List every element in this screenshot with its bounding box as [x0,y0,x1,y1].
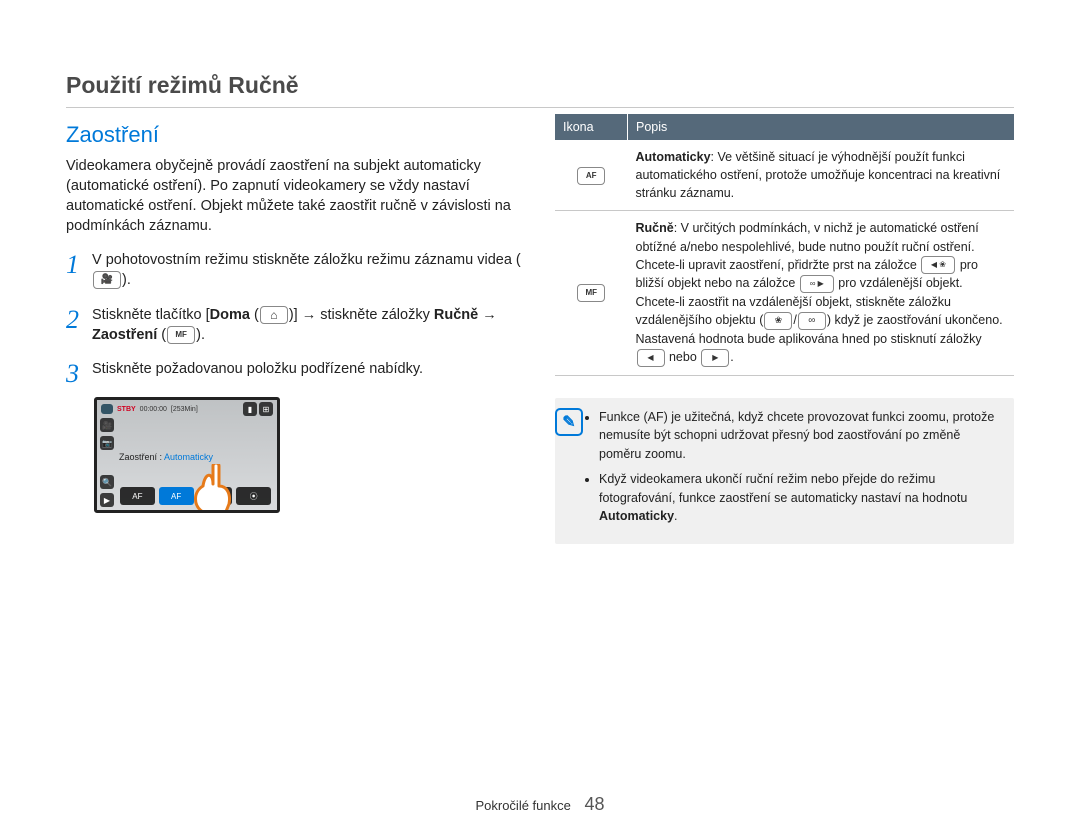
time-text: 00:00:00 [140,406,167,413]
left-column: Zaostření Videokamera obyčejně provádí z… [66,114,525,513]
table-row: Ručně: V určitých podmínkách, v nichž je… [555,211,1014,375]
flower-icon [764,312,792,330]
intro-text: Videokamera obyčejně provádí zaostření n… [66,156,525,236]
row-title: Ručně [636,221,674,235]
card-icon [101,404,113,414]
step-body: Stiskněte požadovanou položku podřízené … [92,359,423,387]
photo-icon: 📷 [100,436,114,450]
zoom-icon: 🔍 [100,475,114,489]
step-number: 2 [66,305,82,346]
lcd-btn: AF [120,487,155,505]
note-box: ✎ Funkce (AF) je užitečná, když chcete p… [555,398,1014,545]
note-list: Funkce (AF) je užitečná, když chcete pro… [583,408,1000,533]
note-bold: Automaticky [599,509,674,523]
home-icon [260,306,288,324]
row-title: Automaticky [636,150,711,164]
table-header-icon: Ikona [555,114,628,140]
play-icon: ▶ [100,493,114,507]
subsection-title: Zaostření [66,122,525,148]
right-column: Ikona Popis Automaticky: Ve většině situ… [555,114,1014,544]
left-arrow-icon [637,349,665,367]
note-icon: ✎ [555,398,583,545]
af-icon [577,167,605,185]
page-footer: Pokročilé funkce 48 [0,794,1080,815]
focus-label-value: Automaticky [164,452,213,462]
infinity-icon [798,312,826,330]
table-row: Automaticky: Ve většině situací je výhod… [555,140,1014,211]
note-item: Funkce (AF) je užitečná, když chcete pro… [599,408,1000,464]
step-2: 2 Stiskněte tlačítko [Doma ()] → stiskně… [66,305,525,346]
right-arrow-icon [701,349,729,367]
step-body: Stiskněte tlačítko [Doma ()] → stiskněte… [92,305,525,346]
status-text: STBY [117,406,136,413]
page-number: 48 [584,794,604,814]
lcd-btn: ⦿ [236,487,271,505]
step-1: 1 V pohotovostním režimu stiskněte zálož… [66,250,525,291]
step-number: 3 [66,359,82,387]
step-body: V pohotovostním režimu stiskněte záložku… [92,250,525,291]
mode-icon: 🎥 [100,418,114,432]
battery-icon: ▮ [243,402,257,416]
icon-description-table: Ikona Popis Automaticky: Ve většině situ… [555,114,1014,376]
remain-text: [253Min] [171,406,198,413]
divider [66,107,1014,108]
footer-label: Pokročilé funkce [475,798,570,813]
finger-pointer-icon [187,464,239,513]
step-number: 1 [66,250,82,291]
lcd-screenshot: STBY 00:00:00 [253Min] ▮ ⊞ 🎥 📷 🔍 ▶ [94,397,280,513]
far-focus-icon [800,275,834,293]
video-icon [93,271,121,289]
near-focus-icon [921,256,955,274]
grid-icon: ⊞ [259,402,273,416]
note-item: Když videokamera ukončí ruční režim nebo… [599,470,1000,526]
section-title: Použití režimů Ručně [66,72,1014,99]
focus-label-key: Zaostření : [119,452,164,462]
mf-icon [577,284,605,302]
table-header-desc: Popis [628,114,1015,140]
step-3: 3 Stiskněte požadovanou položku podřízen… [66,359,525,387]
mf-icon [167,326,195,344]
